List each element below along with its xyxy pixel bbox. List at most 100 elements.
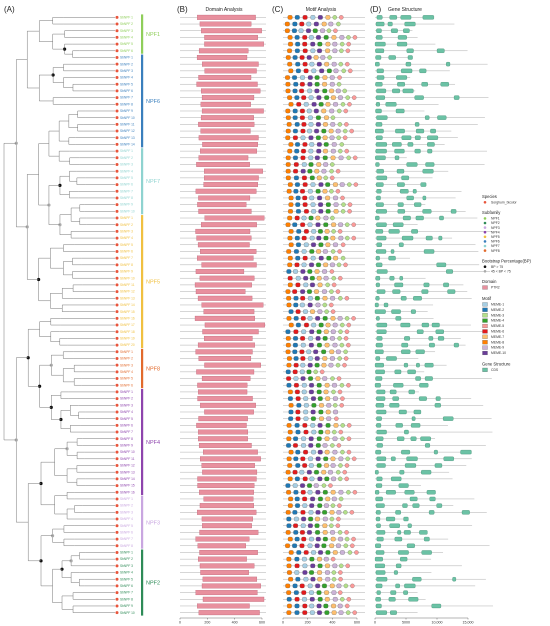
legend-swatch — [483, 270, 487, 273]
ptr2-domain-box — [204, 322, 265, 328]
leaf-label: SbNPF 18 — [120, 330, 135, 334]
motif-mark — [329, 349, 335, 355]
cds-exon — [374, 309, 386, 314]
cds-exon — [388, 255, 396, 261]
motif-mark — [303, 275, 309, 281]
legend-swatch — [482, 329, 488, 334]
motif-mark — [346, 423, 352, 428]
motif-mark — [316, 463, 322, 468]
motif-mark — [292, 108, 298, 114]
motif-mark — [287, 275, 293, 281]
motif-mark — [339, 15, 344, 20]
motif-mark — [325, 322, 331, 328]
motif-mark — [300, 189, 305, 194]
motif-mark — [303, 282, 309, 288]
motif-mark — [285, 128, 291, 134]
motif-mark — [300, 490, 306, 495]
ptr2-domain-box — [198, 48, 249, 54]
leaf-label: SbNPF 12 — [120, 129, 135, 133]
motif-mark — [315, 189, 321, 194]
motif-mark — [302, 41, 308, 47]
legend-item-label: PTR2 — [491, 286, 500, 290]
motif-mark — [293, 436, 299, 441]
motif-mark — [332, 429, 337, 435]
motif-mark — [311, 229, 317, 234]
motif-mark — [324, 342, 330, 348]
cds-exon — [425, 235, 433, 241]
leaf-label: SbNPF 13 — [120, 296, 135, 300]
motif-mark — [314, 296, 320, 301]
leaf-label: SbNPF 19 — [120, 337, 135, 341]
motif-mark — [301, 536, 307, 542]
leaf-species-dot — [115, 510, 119, 514]
cds-exon — [394, 369, 402, 375]
motif-mark — [294, 95, 300, 100]
motif-mark — [285, 222, 291, 227]
leaf-species-dot — [115, 169, 119, 173]
motif-mark — [316, 175, 322, 181]
motif-mark — [317, 610, 322, 615]
motif-mark — [335, 523, 341, 528]
motif-mark — [302, 202, 308, 207]
ptr2-domain-box — [198, 389, 248, 395]
leaf-species-dot — [115, 55, 119, 59]
motif-mark — [322, 490, 328, 495]
leaf-species-dot — [115, 564, 119, 568]
motif-mark — [301, 383, 307, 388]
motif-mark — [292, 21, 298, 27]
motif-mark — [306, 28, 311, 33]
leaf-label: SbNPF 3 — [120, 363, 133, 367]
motif-mark — [321, 483, 327, 488]
motif-mark — [285, 289, 291, 294]
motif-mark — [322, 296, 328, 301]
motif-mark — [316, 329, 322, 334]
motif-mark — [287, 536, 293, 542]
motif-mark — [320, 55, 326, 60]
motif-mark — [332, 15, 337, 20]
motif-mark — [287, 389, 293, 395]
cds-exon — [374, 383, 381, 388]
gene-tick-label: 0 — [374, 621, 376, 625]
cds-exon — [414, 122, 420, 127]
cds-exon — [376, 456, 387, 461]
motif-mark — [309, 262, 314, 268]
ptr2-domain-box — [201, 262, 257, 268]
motif-mark — [310, 202, 316, 207]
leaf-label: SbNPF 20 — [120, 343, 135, 347]
cds-exon — [376, 189, 382, 194]
cds-exon — [376, 396, 386, 401]
ptr2-domain-box — [198, 436, 248, 442]
motif-mark — [299, 302, 305, 308]
cds-exon — [392, 88, 400, 94]
cds-exon — [419, 396, 427, 401]
motif-mark — [316, 436, 322, 441]
motif-mark — [299, 349, 305, 355]
legend-item-label: BP > 75 — [491, 265, 503, 269]
motif-mark — [316, 389, 322, 395]
motif-mark — [339, 383, 345, 388]
cds-exon — [391, 28, 398, 33]
leaf-label: SbNPF 8 — [120, 597, 133, 601]
cds-exon — [388, 229, 400, 234]
motif-mark — [316, 95, 322, 100]
motif-mark — [300, 222, 306, 227]
bootstrap-node — [47, 203, 51, 207]
cds-exon — [402, 88, 414, 94]
motif-mark — [303, 68, 309, 74]
cds-exon — [401, 349, 411, 354]
motif-mark — [324, 61, 330, 67]
leaf-species-dot — [115, 216, 119, 220]
cds-exon — [404, 429, 409, 435]
motif-mark — [330, 155, 336, 161]
motif-mark — [299, 583, 305, 589]
motif-mark — [286, 563, 292, 569]
motif-mark — [287, 262, 293, 268]
motif-mark — [315, 456, 321, 462]
motif-mark — [338, 222, 344, 227]
motif-mark — [302, 61, 308, 67]
leaf-species-dot — [115, 96, 119, 100]
motif-mark — [294, 563, 300, 569]
cds-exon — [414, 202, 422, 207]
motif-mark — [302, 496, 308, 502]
motif-mark — [338, 155, 344, 161]
